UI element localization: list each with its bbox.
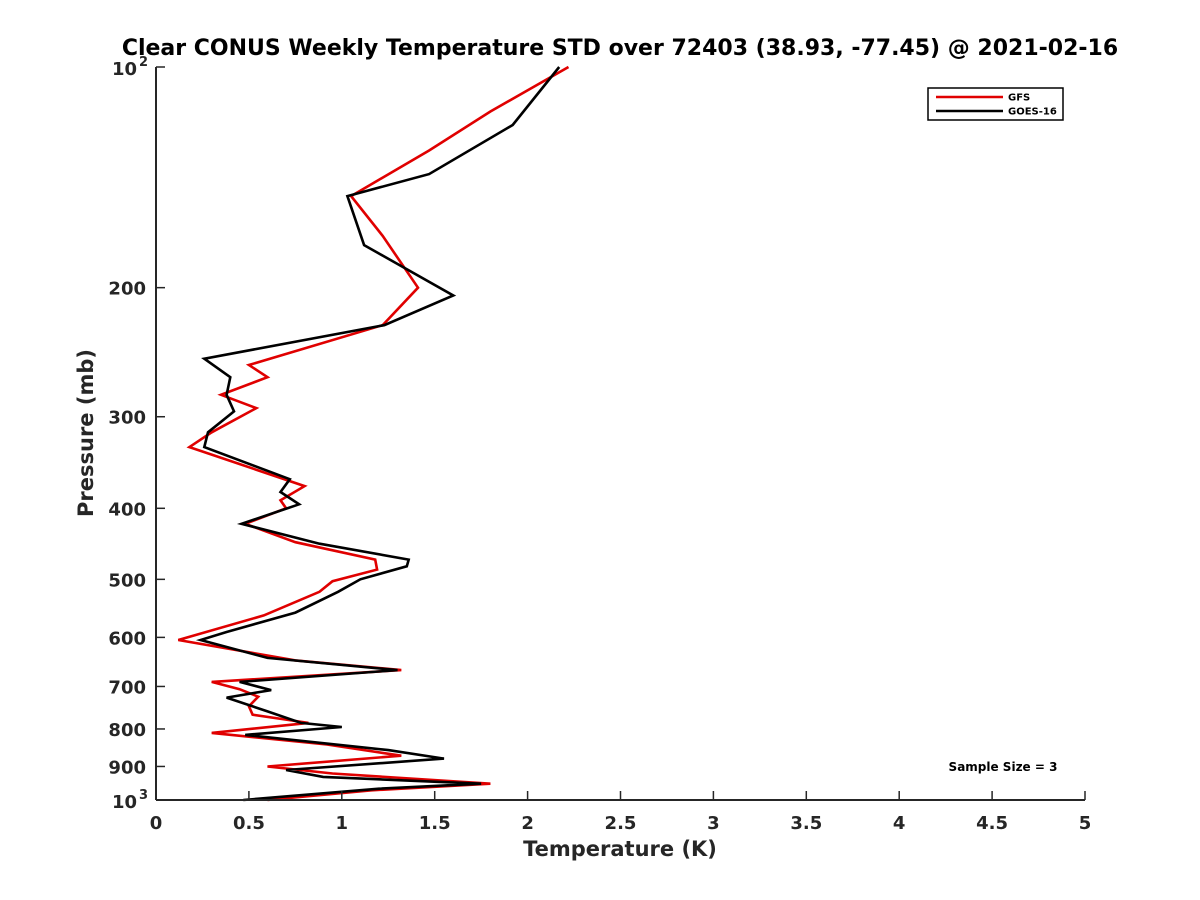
- y-tick-label: 300: [108, 408, 146, 429]
- y-axis-title: Pressure (mb): [74, 349, 98, 517]
- x-tick-label: 3.5: [790, 813, 822, 834]
- axes-layer: 0 0.5 1 1.5 2 2.5 3 3.5 4 4.5 52102003004005006007…: [108, 55, 1091, 834]
- y-tick-label: 310: [112, 788, 148, 813]
- x-tick-label: 5: [1079, 813, 1092, 834]
- y-tick-label: 600: [108, 628, 146, 649]
- x-tick-label: 4.5: [976, 813, 1008, 834]
- x-tick-label: 2: [521, 813, 534, 834]
- x-tick-label: 4: [893, 813, 906, 834]
- y-tick-label: 210: [112, 55, 148, 80]
- y-tick-base: 10: [112, 59, 137, 80]
- y-tick-label: 800: [108, 720, 146, 741]
- y-tick-exponent: 3: [139, 788, 148, 803]
- x-tick-label: 1.5: [419, 813, 451, 834]
- x-axis-title: Temperature (K): [523, 837, 717, 861]
- x-tick-label: 0.5: [233, 813, 265, 834]
- y-tick-label: 500: [108, 570, 146, 591]
- y-tick-label: 700: [108, 677, 146, 698]
- series-line-goes-16: [195, 66, 561, 802]
- y-tick-label: 400: [108, 499, 146, 520]
- x-tick-label: 0: [150, 813, 163, 834]
- series-layer: [177, 65, 570, 802]
- x-tick-label: 3: [707, 813, 720, 834]
- sample-size-annotation: Sample Size = 3: [949, 760, 1058, 774]
- legend: GFS GOES-16: [927, 87, 1064, 121]
- y-tick-label: 200: [108, 279, 146, 300]
- x-tick-label: 1: [336, 813, 349, 834]
- legend-label-goes-16: GOES-16: [1008, 107, 1057, 118]
- legend-box: [927, 87, 1064, 121]
- y-tick-exponent: 2: [139, 55, 148, 70]
- legend-label-gfs: GFS: [1008, 93, 1030, 104]
- y-tick-base: 10: [112, 792, 137, 813]
- x-tick-label: 2.5: [605, 813, 637, 834]
- chart-title: Clear CONUS Weekly Temperature STD over …: [122, 36, 1118, 61]
- y-tick-label: 900: [108, 757, 146, 778]
